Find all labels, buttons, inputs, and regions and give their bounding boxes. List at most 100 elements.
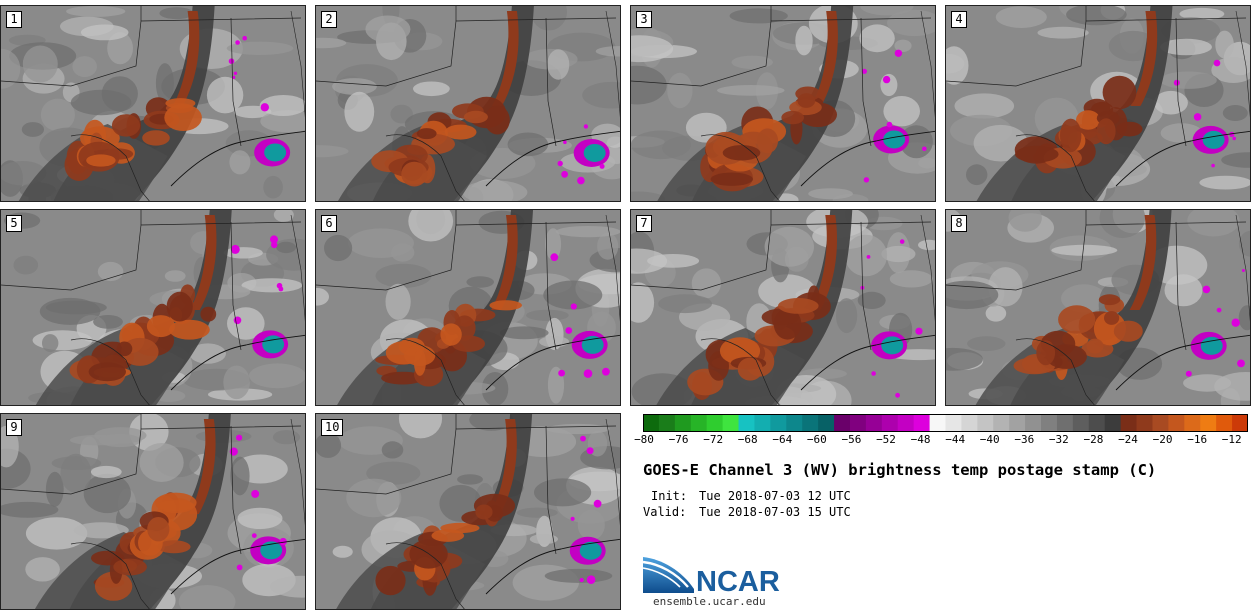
cold-cell bbox=[922, 146, 927, 152]
warm-cell bbox=[1060, 118, 1082, 153]
border-line bbox=[1015, 134, 1095, 201]
border-line bbox=[770, 210, 872, 351]
cold-cell bbox=[882, 75, 891, 84]
member-panel: 2 bbox=[315, 5, 621, 202]
cold-cloud-core bbox=[581, 335, 604, 354]
border-line bbox=[316, 425, 617, 495]
border-line bbox=[140, 6, 242, 147]
colorbar bbox=[643, 414, 1248, 432]
warm-plume bbox=[491, 215, 518, 310]
cold-cell bbox=[229, 447, 238, 456]
cloud-texture bbox=[25, 517, 88, 550]
cloud-texture bbox=[45, 471, 64, 507]
cloud-texture bbox=[159, 7, 194, 20]
colorbar-swatch bbox=[1120, 414, 1138, 432]
valid-label: Valid: bbox=[643, 505, 687, 519]
colorbar-swatch bbox=[818, 414, 835, 432]
cold-cell bbox=[915, 327, 923, 335]
cloud-texture bbox=[270, 575, 305, 598]
cloud-texture bbox=[946, 46, 969, 85]
cloud-texture bbox=[259, 95, 305, 116]
wv-brightness-temp-map bbox=[946, 210, 1250, 405]
colorbar-swatch bbox=[993, 414, 1010, 432]
border-line bbox=[140, 414, 242, 555]
cold-cell bbox=[1216, 307, 1222, 313]
cloud-texture bbox=[249, 363, 305, 389]
cloud-texture bbox=[1, 425, 19, 468]
colorbar-swatch bbox=[1200, 414, 1217, 432]
cold-cell bbox=[1232, 136, 1236, 141]
border-line bbox=[605, 10, 620, 118]
border-line bbox=[920, 214, 935, 322]
cold-cloud-core bbox=[264, 143, 287, 162]
cloud-texture bbox=[808, 188, 853, 200]
colorbar-swatch bbox=[643, 414, 660, 432]
cloud-texture bbox=[60, 453, 92, 493]
border-line bbox=[700, 134, 780, 201]
member-panel: 10 bbox=[315, 413, 621, 610]
cloud-texture bbox=[857, 291, 886, 309]
warm-plume bbox=[1129, 215, 1157, 310]
cloud-texture bbox=[21, 122, 44, 137]
cloud-texture bbox=[894, 39, 912, 52]
cloud-texture bbox=[365, 15, 411, 43]
colorbar-swatch bbox=[1041, 414, 1058, 432]
cloud-texture bbox=[223, 247, 263, 259]
cloud-texture bbox=[206, 76, 244, 114]
border-line bbox=[605, 214, 620, 322]
cold-cell bbox=[230, 244, 240, 254]
coastline bbox=[485, 130, 620, 187]
cloud-texture bbox=[1238, 305, 1250, 331]
cold-cloud-core bbox=[260, 541, 283, 560]
ncar-logo: NCAR bbox=[642, 557, 780, 598]
cloud-texture bbox=[40, 98, 75, 132]
warm-cell bbox=[440, 323, 462, 346]
colorbar-swatch bbox=[849, 414, 867, 432]
warm-cell bbox=[146, 315, 175, 338]
cloud-texture bbox=[72, 56, 97, 78]
cloud-texture bbox=[241, 278, 303, 293]
wv-brightness-temp-map bbox=[1, 210, 305, 405]
cold-cloud-core bbox=[1200, 336, 1223, 355]
warm-plume bbox=[188, 419, 216, 514]
cold-cell bbox=[861, 68, 867, 74]
cloud-texture bbox=[189, 343, 226, 364]
colorbar-swatch bbox=[1056, 414, 1074, 432]
border-line bbox=[1085, 6, 1187, 147]
cold-cell bbox=[1202, 285, 1211, 294]
cold-cell bbox=[236, 564, 243, 571]
border-line bbox=[631, 17, 932, 87]
cloud-texture bbox=[836, 298, 858, 334]
cloud-texture bbox=[631, 248, 668, 274]
border-line bbox=[70, 134, 150, 201]
cloud-texture bbox=[973, 124, 1028, 162]
border-line bbox=[385, 134, 465, 201]
colorbar-swatch bbox=[929, 414, 947, 432]
wv-brightness-temp-map bbox=[1, 414, 305, 609]
cloud-texture bbox=[226, 41, 294, 55]
cloud-texture bbox=[457, 474, 483, 485]
cloud-texture bbox=[543, 280, 603, 310]
colorbar-tick-label: −80 bbox=[634, 433, 654, 446]
member-panel: 5 bbox=[0, 209, 306, 406]
colorbar-tick-label: −48 bbox=[910, 433, 931, 446]
figure-title: GOES-E Channel 3 (WV) brightness temp po… bbox=[643, 461, 1157, 479]
cold-cloud-core bbox=[883, 130, 906, 149]
coastline bbox=[1115, 130, 1250, 187]
warm-cell bbox=[88, 362, 127, 382]
cloud-texture bbox=[391, 243, 415, 262]
warm-cell bbox=[375, 565, 406, 596]
cloud-texture bbox=[582, 81, 620, 109]
colorbar-swatch bbox=[913, 414, 931, 432]
warm-cell bbox=[1098, 294, 1121, 306]
cloud-texture bbox=[316, 288, 329, 306]
cold-cell bbox=[232, 75, 236, 79]
colorbar-swatch bbox=[881, 414, 899, 432]
border-line bbox=[1015, 338, 1095, 405]
border-line bbox=[1, 221, 302, 291]
cloud-texture bbox=[1159, 71, 1217, 89]
cloud-texture bbox=[70, 89, 132, 116]
cold-cell bbox=[557, 160, 563, 167]
member-panel: 4 bbox=[945, 5, 1251, 202]
cloud-texture bbox=[631, 65, 667, 105]
